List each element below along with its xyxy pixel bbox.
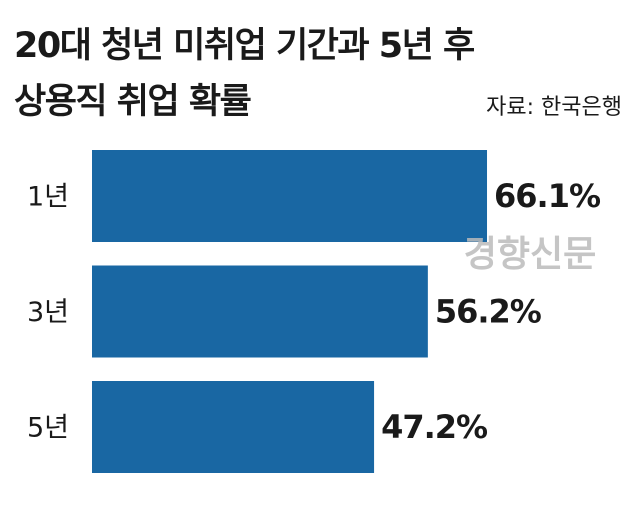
bar — [92, 150, 488, 242]
category-label: 5년 — [27, 413, 69, 444]
source: 자료: 한국은행 — [486, 95, 622, 120]
value-label: 56.2% — [435, 293, 542, 331]
category-label: 3년 — [27, 297, 69, 328]
bar — [92, 381, 375, 473]
category-label: 1년 — [27, 182, 69, 213]
watermark: 경향신문 — [464, 234, 596, 275]
value-label: 66.1% — [494, 177, 601, 215]
chart-title: 상용직 취업 확률 — [14, 82, 251, 122]
value-label: 47.2% — [381, 408, 488, 446]
bar — [92, 265, 428, 358]
chart-title: 20대 청년 미취업 기간과 5년 후 — [14, 26, 475, 66]
